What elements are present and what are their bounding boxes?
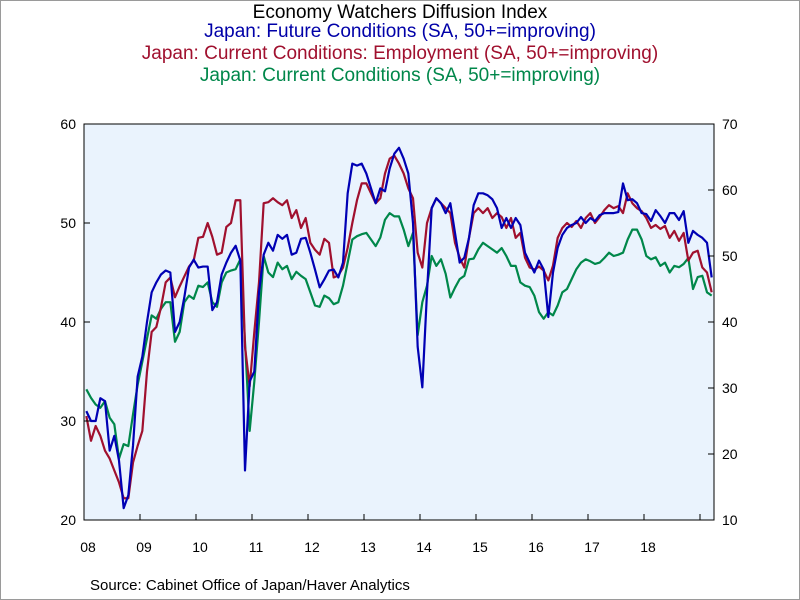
x-axis-tick-label: 18 <box>640 539 656 555</box>
series-title-employment: Japan: Current Conditions: Employment (S… <box>141 43 659 64</box>
x-axis-tick-label: 15 <box>472 539 488 555</box>
x-axis-tick-label: 09 <box>136 539 152 555</box>
source-note: Source: Cabinet Office of Japan/Haver An… <box>90 577 410 594</box>
x-axis-tick-label: 11 <box>249 539 264 555</box>
left-axis-tick-label: 40 <box>60 314 76 330</box>
current-conditions-line <box>85 212 713 460</box>
right-axis-tick-label: 10 <box>722 512 738 528</box>
series-title-current-conditions: Japan: Current Conditions (SA, 50+=impro… <box>199 65 601 86</box>
x-axis-tick-label: 12 <box>304 539 320 555</box>
right-axis-tick-label: 30 <box>722 380 738 396</box>
x-axis-tick-label: 08 <box>80 539 96 555</box>
chart-title: Economy Watchers Diffusion Index <box>252 2 548 23</box>
right-axis-tick-label: 50 <box>722 248 738 264</box>
right-axis-tick-label: 20 <box>722 446 738 462</box>
right-axis-tick-label: 60 <box>722 182 738 198</box>
future-conditions-line <box>85 146 713 510</box>
right-axis-tick-label: 40 <box>722 314 738 330</box>
left-axis-tick-label: 30 <box>60 413 76 429</box>
x-axis-tick-label: 17 <box>584 539 600 555</box>
x-axis-tick-label: 13 <box>360 539 376 555</box>
x-axis-tick-label: 10 <box>192 539 208 555</box>
x-axis-tick-label: 14 <box>416 539 432 555</box>
axes: 20 30 40 50 60 10 20 30 40 50 60 70 08 09 10 11 12 13 14 15… <box>60 116 737 555</box>
right-axis-tick-label: 70 <box>722 116 738 132</box>
series-lines <box>85 146 713 510</box>
left-axis-tick-label: 60 <box>60 116 76 132</box>
left-axis-tick-label: 20 <box>60 512 76 528</box>
series-title-future-conditions: Japan: Future Conditions (SA, 50+=improv… <box>204 21 596 42</box>
x-axis-tick-label: 16 <box>528 539 544 555</box>
left-axis-tick-label: 50 <box>60 215 76 231</box>
plot-area <box>84 124 714 520</box>
